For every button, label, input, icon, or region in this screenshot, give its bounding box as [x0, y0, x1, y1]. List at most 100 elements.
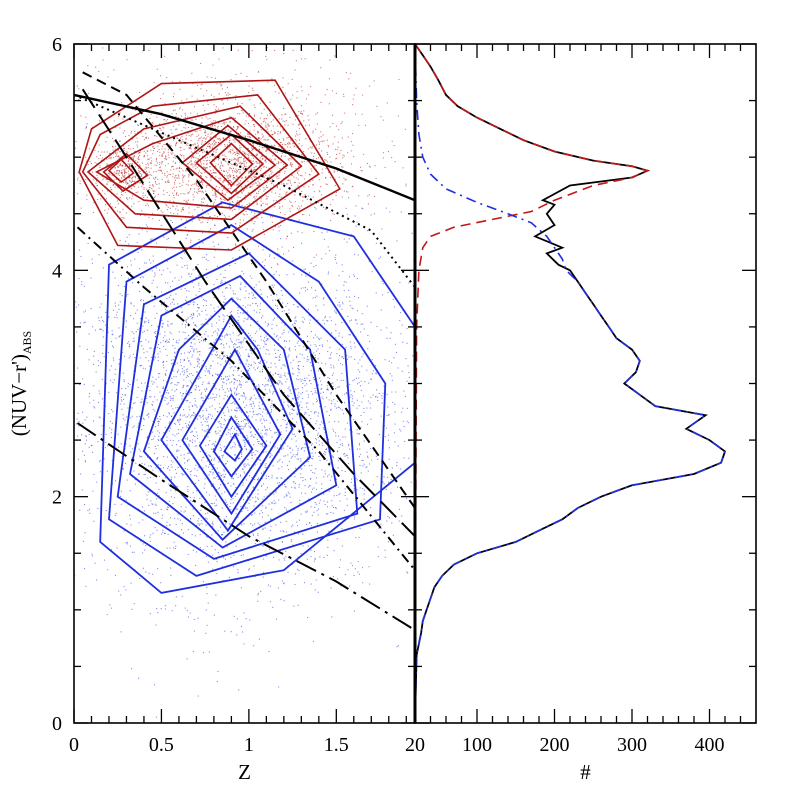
scatter-point-blue — [136, 241, 138, 243]
scatter-point-blue — [192, 515, 194, 517]
scatter-point-blue — [215, 396, 217, 398]
scatter-point-blue — [265, 506, 267, 508]
scatter-point-blue — [271, 328, 273, 330]
scatter-point-blue — [291, 486, 293, 488]
scatter-point-blue — [174, 390, 176, 392]
scatter-point-red — [226, 144, 228, 146]
scatter-point-blue — [258, 440, 260, 442]
scatter-point-blue — [123, 380, 125, 382]
scatter-point-blue — [188, 423, 190, 425]
scatter-point-red — [287, 124, 289, 126]
scatter-point-red — [312, 179, 314, 181]
scatter-point-red — [205, 138, 207, 140]
scatter-point-blue — [281, 382, 283, 384]
scatter-point-blue — [159, 418, 161, 420]
scatter-point-blue — [397, 367, 399, 369]
scatter-point-blue — [207, 417, 209, 419]
scatter-point-blue — [273, 556, 275, 558]
scatter-point-red — [146, 172, 148, 174]
scatter-point-blue — [126, 523, 128, 525]
scatter-point-blue — [299, 378, 301, 380]
scatter-point-blue — [244, 472, 246, 474]
scatter-point-red — [285, 193, 287, 195]
scatter-point-red — [152, 186, 154, 188]
scatter-point-blue — [173, 422, 175, 424]
scatter-point-blue — [210, 502, 212, 504]
scatter-point-red — [210, 125, 212, 127]
scatter-point-blue — [322, 298, 324, 300]
scatter-point-blue — [397, 445, 399, 447]
scatter-point-blue — [360, 426, 362, 428]
scatter-point-blue — [309, 362, 311, 364]
scatter-point-blue — [300, 476, 302, 478]
scatter-point-blue — [331, 531, 333, 533]
scatter-point-blue — [103, 458, 105, 460]
scatter-point-blue — [236, 346, 238, 348]
scatter-point-blue — [165, 348, 167, 350]
scatter-point-blue — [235, 379, 237, 381]
scatter-point-blue — [366, 466, 368, 468]
scatter-point-blue — [307, 408, 309, 410]
scatter-point-blue — [133, 305, 135, 307]
scatter-point-blue — [244, 337, 246, 339]
scatter-point-red — [180, 210, 182, 212]
scatter-point-blue — [286, 400, 288, 402]
scatter-point-blue — [307, 486, 309, 488]
scatter-point-red — [262, 175, 264, 177]
scatter-point-red — [322, 140, 324, 142]
scatter-point-blue — [317, 348, 319, 350]
scatter-point-blue — [105, 433, 107, 435]
scatter-point-blue — [227, 248, 229, 250]
scatter-point-red — [305, 138, 307, 140]
scatter-point-blue — [118, 590, 120, 592]
scatter-point-blue — [142, 285, 144, 287]
scatter-point-red — [278, 177, 280, 179]
scatter-point-red — [197, 139, 199, 141]
scatter-point-blue — [185, 320, 187, 322]
scatter-point-blue — [171, 377, 173, 379]
scatter-point-blue — [265, 384, 267, 386]
scatter-point-blue — [306, 335, 308, 337]
scatter-point-blue — [79, 322, 81, 324]
scatter-point-blue — [251, 337, 253, 339]
scatter-point-blue — [268, 366, 270, 368]
scatter-point-blue — [202, 414, 204, 416]
scatter-point-red — [174, 175, 176, 177]
scatter-point-blue — [242, 312, 244, 314]
scatter-point-blue — [243, 273, 245, 275]
scatter-point-red — [255, 165, 257, 167]
scatter-point-red — [200, 172, 202, 174]
scatter-point-red — [200, 163, 202, 165]
scatter-point-blue — [240, 283, 242, 285]
scatter-point-red — [272, 229, 274, 231]
scatter-point-blue — [314, 502, 316, 504]
scatter-point-red — [277, 163, 279, 165]
scatter-point-blue — [220, 343, 222, 345]
scatter-point-red — [298, 127, 300, 129]
scatter-point-blue — [366, 305, 368, 307]
scatter-point-blue — [187, 399, 189, 401]
scatter-point-red — [298, 182, 300, 184]
scatter-point-blue — [159, 471, 161, 473]
scatter-point-red — [301, 145, 303, 147]
scatter-point-blue — [133, 318, 135, 320]
scatter-point-blue — [358, 456, 360, 458]
scatter-point-red — [212, 194, 214, 196]
scatter-point-red — [193, 148, 195, 150]
scatter-point-red — [245, 210, 247, 212]
scatter-point-blue — [176, 371, 178, 373]
scatter-point-blue — [230, 352, 232, 354]
scatter-point-blue — [265, 478, 267, 480]
scatter-point-blue — [191, 415, 193, 417]
scatter-point-blue — [264, 433, 266, 435]
scatter-point-blue — [295, 389, 297, 391]
scatter-point-red — [242, 213, 244, 215]
scatter-point-blue — [188, 452, 190, 454]
scatter-point-blue — [302, 533, 304, 535]
scatter-point-blue — [252, 381, 254, 383]
scatter-point-blue — [184, 462, 186, 464]
scatter-point-red — [230, 181, 232, 183]
scatter-point-blue — [245, 396, 247, 398]
scatter-point-red — [240, 139, 242, 141]
scatter-point-blue — [314, 344, 316, 346]
